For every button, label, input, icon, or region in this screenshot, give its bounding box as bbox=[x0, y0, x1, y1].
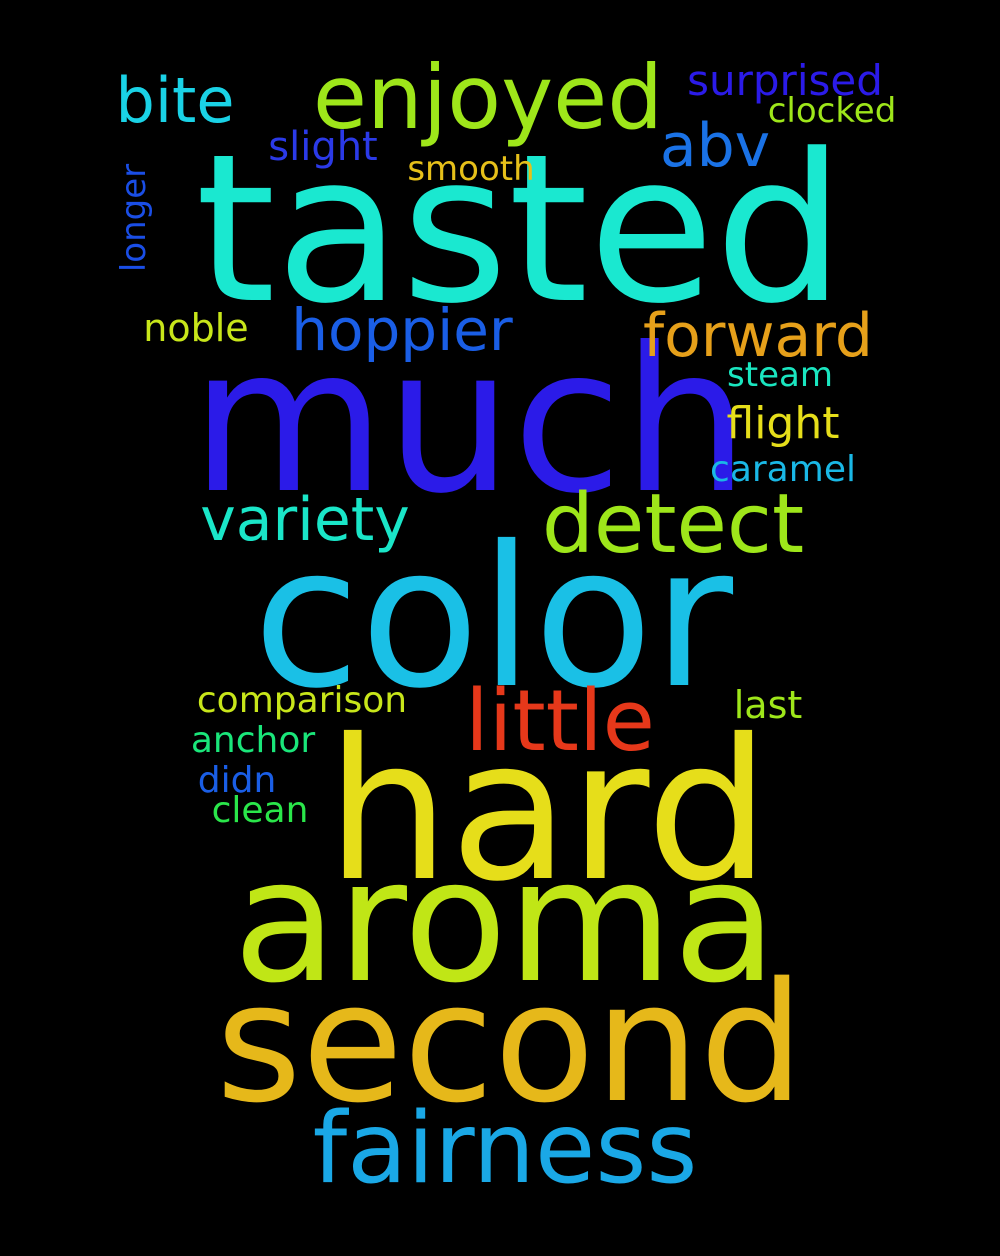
word-color: color bbox=[253, 504, 734, 731]
word-noble: noble bbox=[143, 306, 248, 350]
word-last: last bbox=[734, 683, 803, 727]
word-bite: bite bbox=[115, 64, 234, 137]
word-enjoyed: enjoyed bbox=[313, 46, 663, 149]
word-forward: forward bbox=[643, 301, 873, 371]
word-second: second bbox=[216, 947, 804, 1139]
word-detect: detect bbox=[542, 477, 804, 572]
word-caramel: caramel bbox=[710, 449, 856, 490]
word-little: little bbox=[465, 672, 655, 771]
word-smooth: smooth bbox=[407, 149, 534, 189]
word-longer: longer bbox=[114, 164, 154, 272]
word-tasted: tasted bbox=[195, 111, 844, 349]
word-didn: didn bbox=[198, 760, 277, 801]
word-hoppier: hoppier bbox=[291, 296, 513, 364]
word-abv: abv bbox=[660, 111, 770, 181]
word-aroma: aroma bbox=[233, 823, 777, 1021]
word-clocked: clocked bbox=[768, 91, 897, 131]
word-hard: hard bbox=[326, 697, 770, 924]
word-steam: steam bbox=[727, 355, 833, 395]
word-variety: variety bbox=[200, 485, 410, 555]
word-flight: flight bbox=[726, 398, 839, 449]
word-fairness: fairness bbox=[313, 1092, 698, 1206]
word-surprised: surprised bbox=[687, 56, 883, 105]
word-much: much bbox=[191, 305, 749, 538]
word-comparison: comparison bbox=[197, 680, 407, 721]
word-slight: slight bbox=[268, 124, 378, 170]
word-clean: clean bbox=[212, 790, 309, 831]
word-anchor: anchor bbox=[191, 720, 316, 761]
